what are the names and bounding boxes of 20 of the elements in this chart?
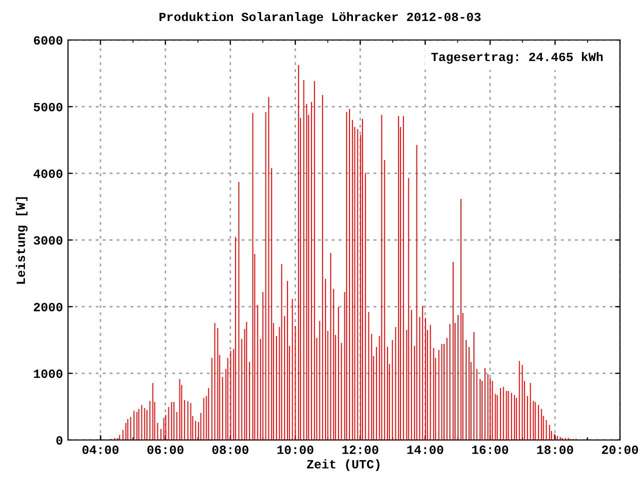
y-tick-label: 0 [56,436,62,445]
y-axis-title: Leistung [W] [16,197,28,284]
y-tick-label: 3000 [34,236,62,245]
x-tick-label: 12:00 [342,446,378,454]
y-tick-label: 2000 [34,302,62,312]
x-tick-label: 18:00 [537,446,574,454]
x-tick-label: 08:00 [212,446,248,454]
x-tick-label: 04:00 [82,446,118,454]
x-tick-label: 16:00 [472,446,508,454]
y-tick-label: 4000 [34,170,62,178]
x-tick-label: 10:00 [277,446,314,454]
annotation: Tagesertrag: 24.465 kWh [431,52,603,64]
x-tick-label: 06:00 [147,446,184,454]
chart-title: Produktion Solaranlage Löhracker 2012-08-03 [160,12,481,24]
y-tick-label: 5000 [34,102,62,112]
x-tick-label: 20:00 [602,446,638,454]
x-axis-title: Zeit (UTC) [307,459,380,471]
y-tick-label: 6000 [34,36,62,45]
y-tick-label: 1000 [34,370,62,378]
x-tick-label: 14:00 [407,446,444,454]
